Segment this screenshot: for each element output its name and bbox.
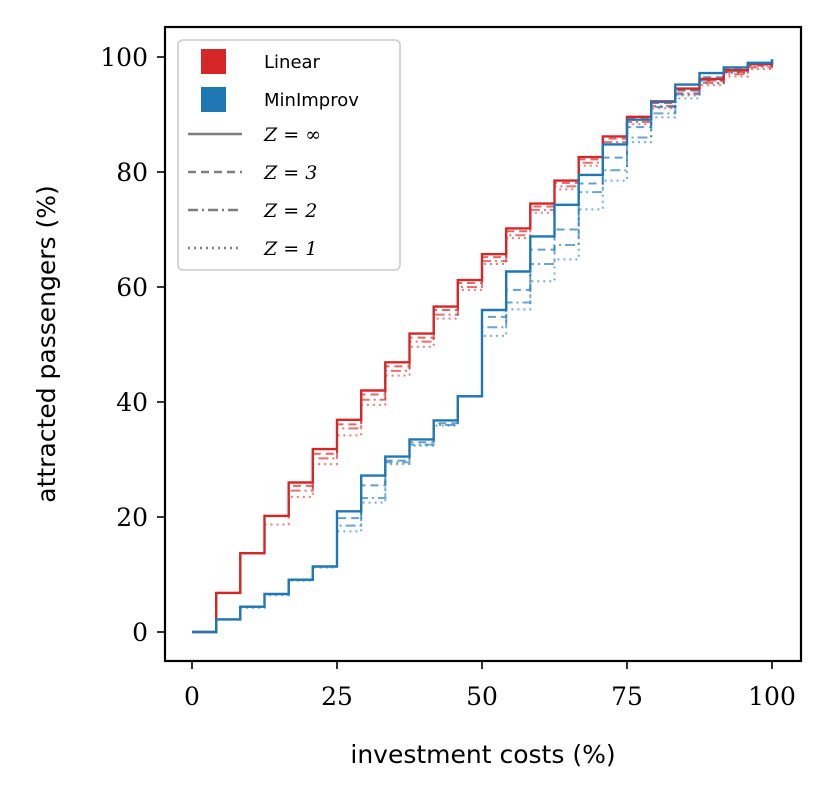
legend-box [177, 39, 401, 271]
x-tick-label: 100 [748, 682, 796, 711]
legend-label-linear: Linear [264, 52, 321, 73]
legend-swatch-linear [201, 49, 226, 74]
y-tick-label: 60 [116, 273, 148, 302]
x-axis-label: investment costs (%) [350, 740, 615, 769]
y-tick-label: 40 [116, 388, 148, 417]
y-axis: 0 20 40 60 80 100 [100, 43, 165, 647]
legend-label-dashdot: Z = 2 [263, 200, 317, 222]
y-tick-label: 80 [116, 158, 148, 187]
legend-label-solid: Z = ∞ [263, 124, 321, 146]
legend-swatch-minimprov [201, 87, 226, 112]
legend-label-dotted: Z = 1 [263, 238, 317, 260]
y-tick-label: 20 [116, 503, 148, 532]
x-tick-label: 75 [611, 682, 643, 711]
legend-label-dashed: Z = 3 [263, 162, 317, 184]
series-layer [192, 59, 774, 634]
x-axis: 0 25 50 75 100 [184, 661, 796, 711]
legend: Linear MinImprov Z = ∞ Z = 3 Z = 2 Z = 1 [177, 39, 401, 271]
y-tick-label: 100 [100, 43, 148, 72]
x-tick-label: 25 [321, 682, 353, 711]
legend-label-minimprov: MinImprov [264, 90, 359, 111]
x-tick-label: 50 [466, 682, 498, 711]
series-minimprov-z-inf [192, 59, 774, 634]
plot-frame [163, 25, 803, 663]
y-axis-label: attracted passengers (%) [32, 185, 61, 503]
y-tick-label: 0 [132, 618, 148, 647]
x-tick-label: 0 [184, 682, 200, 711]
